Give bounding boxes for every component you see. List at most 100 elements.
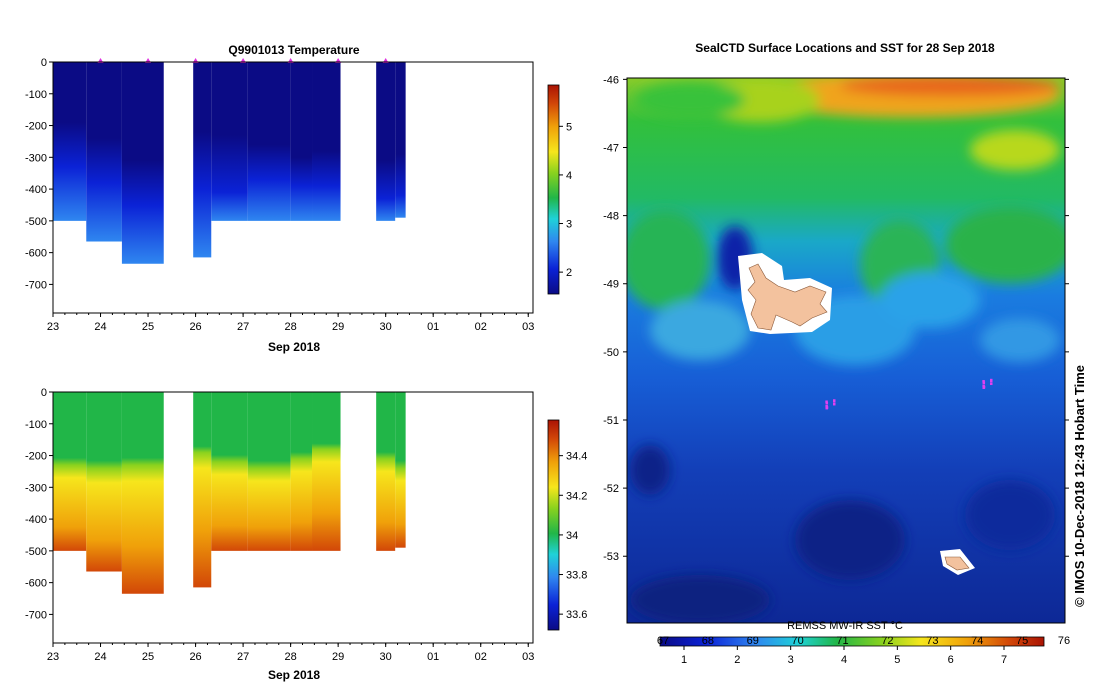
lat-tick-label: -48 <box>603 211 619 223</box>
y-tick-label: -200 <box>25 121 47 133</box>
lat-tick-label: -53 <box>603 551 619 563</box>
x-tick-label: 01 <box>427 321 439 333</box>
y-tick-label: -400 <box>25 184 47 196</box>
sst-tick-label: 6 <box>948 654 954 666</box>
profile-column <box>247 62 291 221</box>
sst-tick-label: 4 <box>841 654 847 666</box>
imos-credit: © IMOS 10-Dec-2018 12:43 Hobart Time <box>1072 365 1087 607</box>
panel2-colorbar <box>547 419 560 631</box>
x-tick-label: 23 <box>47 651 59 663</box>
panel2-axes: 0 -100 -200 -300 -400 -500 -600 -700 23 24 25 26 27 2… <box>25 387 534 663</box>
x-tick-label: 30 <box>380 321 392 333</box>
fahrenheit-tick-label: 76 <box>1058 635 1070 647</box>
profile-column <box>193 392 212 588</box>
y-tick-label: -100 <box>25 89 47 101</box>
panel2-xlabel: Sep 2018 <box>268 668 320 682</box>
colorbar-tick-label: 4 <box>566 170 572 182</box>
colorbar-tick-label: 34 <box>566 530 578 542</box>
panel1-colorbar-ticks: 2 3 4 5 <box>559 121 572 279</box>
panel2-frame <box>52 391 534 644</box>
sst-colorbar-label: REMSS MW-IR SST °C <box>787 620 903 632</box>
lat-tick-label: -46 <box>603 74 619 86</box>
profile-column <box>395 62 406 218</box>
panel1-axes: 0 -100 -200 -300 -400 -500 -600 -700 23 24 25 26 27 2… <box>25 57 534 333</box>
fahrenheit-tick-label: 75 <box>1016 635 1028 647</box>
colorbar-tick-label: 34.2 <box>566 490 587 502</box>
panel1-xlabel: Sep 2018 <box>268 340 320 354</box>
fahrenheit-tick-label: 68 <box>702 635 714 647</box>
x-tick-label: 28 <box>284 321 296 333</box>
lat-tick-label: -49 <box>603 279 619 291</box>
y-tick-label: -200 <box>25 451 47 463</box>
profile-column <box>86 392 122 572</box>
profile-column <box>312 392 341 551</box>
heard-island <box>940 549 975 575</box>
fahrenheit-tick-label: 72 <box>881 635 893 647</box>
x-tick-label: 28 <box>284 651 296 663</box>
sst-map <box>627 78 1065 623</box>
x-tick-label: 30 <box>380 651 392 663</box>
seal-dot <box>982 385 986 389</box>
seal-dot <box>990 382 993 386</box>
y-tick-label: 0 <box>41 57 47 69</box>
y-tick-label: -300 <box>25 152 47 164</box>
profile-column <box>211 62 248 221</box>
x-tick-label: 03 <box>522 321 534 333</box>
x-tick-label: 29 <box>332 321 344 333</box>
panel1-frame <box>52 61 534 314</box>
profile-column <box>53 62 87 221</box>
profile-column <box>193 62 212 258</box>
fahrenheit-tick-label: 69 <box>747 635 759 647</box>
salinity-section <box>53 392 406 594</box>
sst-structure <box>627 78 1065 623</box>
colorbar-tick-label: 33.6 <box>566 609 587 621</box>
y-tick-label: -700 <box>25 609 47 621</box>
sst-tick-label: 3 <box>788 654 794 666</box>
profile-column <box>376 392 396 551</box>
profile-column <box>211 392 248 551</box>
x-tick-label: 24 <box>94 651 106 663</box>
y-tick-label: -400 <box>25 514 47 526</box>
colorbar-tick-label: 3 <box>566 219 572 231</box>
seal-dot <box>982 381 986 384</box>
map-title: SealCTD Surface Locations and SST for 28… <box>695 41 995 55</box>
x-tick-label: 24 <box>94 321 106 333</box>
profile-column <box>290 62 313 221</box>
x-tick-label: 26 <box>189 651 201 663</box>
panel1-colorbar <box>547 84 560 295</box>
x-tick-label: 27 <box>237 321 249 333</box>
x-tick-label: 01 <box>427 651 439 663</box>
temperature-section <box>53 58 406 264</box>
seal-dot <box>833 402 836 406</box>
lat-tick-label: -50 <box>603 347 619 359</box>
colorbar-tick-label: 34.4 <box>566 451 587 463</box>
y-tick-label: 0 <box>41 387 47 399</box>
y-tick-label: -600 <box>25 248 47 260</box>
x-tick-label: 02 <box>475 321 487 333</box>
seal-dot <box>825 401 829 405</box>
x-tick-label: 02 <box>475 651 487 663</box>
lat-tick-label: -52 <box>603 483 619 495</box>
kerguelen-island <box>738 253 832 334</box>
profile-column <box>312 62 341 221</box>
profile-column <box>247 392 291 551</box>
map-frame <box>626 77 1066 624</box>
profile-column <box>121 392 164 594</box>
lat-tick-label: -47 <box>603 142 619 154</box>
seal-dot <box>825 400 828 403</box>
x-tick-label: 27 <box>237 651 249 663</box>
sst-tick-label: 5 <box>894 654 900 666</box>
y-tick-label: -600 <box>25 578 47 590</box>
y-tick-label: -300 <box>25 482 47 494</box>
x-tick-label: 25 <box>142 321 154 333</box>
seal-dot <box>982 380 985 383</box>
y-tick-label: -500 <box>25 546 47 558</box>
sst-colorbar-ticks: 1 2 3 4 5 6 767 68 69 70 71 72 73 74 75 76 <box>657 635 1070 666</box>
x-tick-label: 26 <box>189 321 201 333</box>
map-axes: -46 -47 -48 -49 -50 -51 -52 -53 <box>603 74 1069 563</box>
profile-column <box>290 392 313 551</box>
colorbar-tick-label: 5 <box>566 121 572 133</box>
lat-tick-label: -51 <box>603 415 619 427</box>
sst-tick-label: 1 <box>681 654 687 666</box>
